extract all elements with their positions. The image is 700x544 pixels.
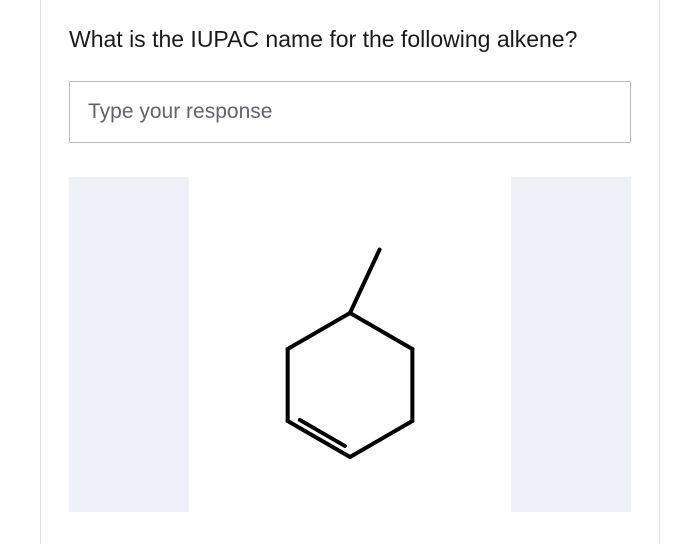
card-content: What is the IUPAC name for the following… (41, 0, 659, 512)
figure-area (69, 177, 631, 512)
page-root: What is the IUPAC name for the following… (0, 0, 700, 544)
question-card: What is the IUPAC name for the following… (40, 0, 660, 544)
figure-pad-left (69, 177, 189, 512)
figure-pad-right (511, 177, 631, 512)
question-text: What is the IUPAC name for the following… (69, 24, 631, 55)
molecule-diagram (240, 195, 460, 495)
figure-center (189, 177, 511, 512)
response-input[interactable] (69, 81, 631, 143)
